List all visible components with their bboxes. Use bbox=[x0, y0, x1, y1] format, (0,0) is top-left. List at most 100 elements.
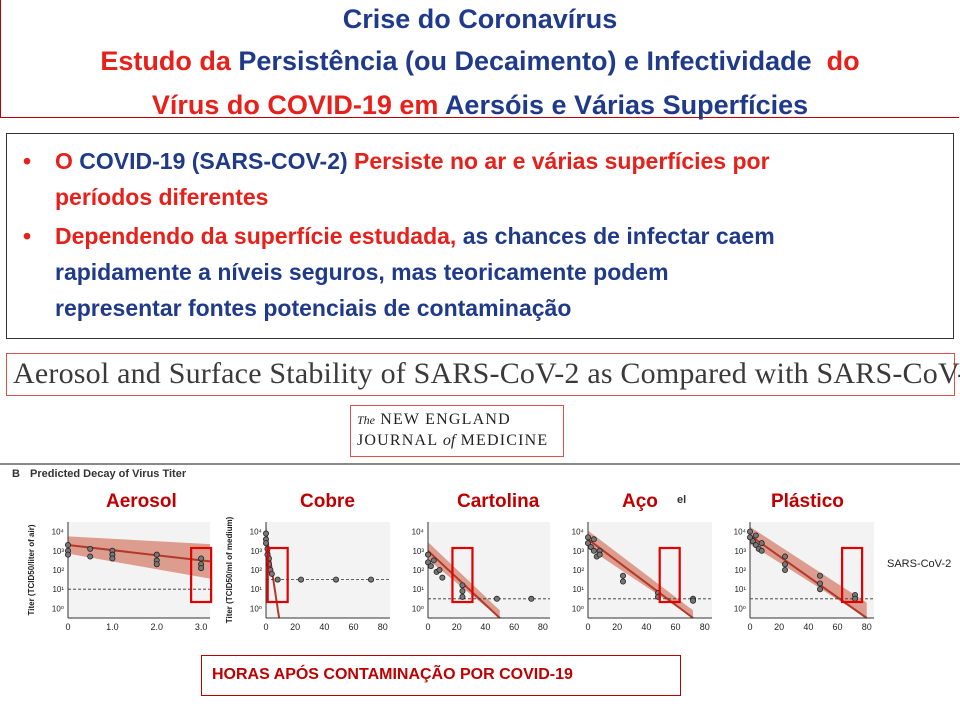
x-tick-label: 20 bbox=[290, 622, 300, 632]
decay-fit-line bbox=[587, 538, 694, 619]
x-tick-label: 0 bbox=[585, 622, 590, 632]
data-point bbox=[758, 547, 765, 554]
decay-fit-line bbox=[749, 534, 868, 619]
decay-band bbox=[750, 526, 867, 618]
data-point bbox=[87, 553, 94, 560]
slide-subtitle-line2: Vírus do COVID-19 em Aersóis e Várias Su… bbox=[151, 90, 809, 120]
data-point bbox=[752, 542, 759, 549]
data-point bbox=[747, 534, 754, 541]
x-tick-label: 80 bbox=[378, 622, 388, 632]
title-box bbox=[0, 0, 959, 118]
data-point bbox=[590, 536, 597, 543]
footer-caption: HORAS APÓS CONTAMINAÇÃO POR COVID-19 bbox=[212, 666, 573, 683]
highlight-box bbox=[658, 546, 681, 604]
data-point bbox=[620, 578, 627, 585]
x-tick-label: 20 bbox=[612, 622, 622, 632]
slide-title: Crise do Coronavírus bbox=[342, 4, 618, 34]
data-point bbox=[333, 576, 340, 583]
y-tick-label: 10³ bbox=[734, 547, 746, 556]
x-tick-label: 80 bbox=[700, 622, 710, 632]
bullet-dot-icon: • bbox=[23, 223, 32, 249]
y-tick-label: 10¹ bbox=[734, 585, 746, 594]
x-tick-label: 60 bbox=[509, 622, 519, 632]
x-tick-label: 2.0 bbox=[150, 622, 163, 632]
y-tick-label: 10³ bbox=[572, 547, 584, 556]
x-tick-label: 20 bbox=[452, 622, 462, 632]
data-point bbox=[852, 595, 859, 602]
bullet-box: • O COVID-19 (SARS-COV-2) Persiste no ar… bbox=[6, 133, 954, 339]
x-tick-label: 3.0 bbox=[195, 622, 208, 632]
data-point bbox=[436, 567, 443, 574]
y-tick-label: 10⁴ bbox=[734, 528, 747, 537]
figure-panel-header: B Predicted Decay of Virus Titer bbox=[0, 463, 960, 487]
x-tick-label: 80 bbox=[862, 622, 872, 632]
data-point bbox=[587, 543, 594, 550]
x-tick-label: 60 bbox=[671, 622, 681, 632]
data-point bbox=[153, 551, 160, 558]
y-tick-label: 10³ bbox=[250, 547, 262, 556]
data-point bbox=[459, 588, 466, 595]
slide-subtitle-line1: Estudo da Persistência (ou Decaimento) e… bbox=[100, 46, 860, 76]
x-tick-label: 40 bbox=[319, 622, 329, 632]
data-point bbox=[109, 555, 116, 562]
data-point bbox=[198, 565, 205, 572]
data-point bbox=[758, 540, 765, 547]
x-tick-label: 60 bbox=[349, 622, 359, 632]
y-tick-label: 10¹ bbox=[572, 585, 584, 594]
data-point bbox=[590, 547, 597, 554]
data-point bbox=[690, 597, 697, 604]
data-point bbox=[585, 540, 592, 547]
data-point bbox=[749, 538, 756, 545]
data-point bbox=[782, 553, 789, 560]
y-tick-label: 10¹ bbox=[412, 585, 424, 594]
y-tick-label: 10² bbox=[734, 566, 746, 575]
y-tick-label: 10⁴ bbox=[412, 528, 425, 537]
panel-letter: B bbox=[12, 468, 20, 480]
y-tick-label: 10² bbox=[250, 566, 262, 575]
data-point bbox=[620, 572, 627, 579]
panel-label-aerosol: Aerosol bbox=[106, 491, 177, 512]
data-point bbox=[198, 555, 205, 562]
y-tick-label: 10² bbox=[412, 566, 424, 575]
data-point bbox=[493, 595, 500, 602]
panel-fragment: el bbox=[677, 494, 687, 506]
data-point bbox=[65, 551, 72, 558]
y-tick-label: 10⁰ bbox=[250, 604, 262, 613]
x-tick-label: 0 bbox=[65, 622, 70, 632]
data-point bbox=[262, 530, 269, 537]
x-tick-label: 40 bbox=[480, 622, 490, 632]
data-point bbox=[424, 551, 431, 558]
x-tick-label: 0 bbox=[747, 622, 752, 632]
series-label: SARS-CoV-2 bbox=[887, 558, 952, 570]
y-tick-label: 10⁴ bbox=[250, 528, 263, 537]
data-point bbox=[782, 567, 789, 574]
y-tick-label: 10⁰ bbox=[572, 604, 584, 613]
y-tick-label: 10³ bbox=[52, 547, 64, 556]
x-tick-label: 0 bbox=[425, 622, 430, 632]
highlight-box bbox=[266, 546, 289, 604]
journal-logo: The NEW ENGLAND JOURNAL of MEDICINE bbox=[350, 405, 564, 457]
y-tick-label: 10⁴ bbox=[52, 528, 65, 537]
article-title-box: Aerosol and Surface Stability of SARS-Co… bbox=[6, 353, 960, 396]
y-tick-label: 10⁰ bbox=[52, 604, 64, 613]
data-point bbox=[817, 572, 824, 579]
y-tick-label: 10⁰ bbox=[734, 604, 746, 613]
data-point bbox=[528, 595, 535, 602]
data-point bbox=[87, 545, 94, 552]
panel-label-cobre: Cobre bbox=[300, 491, 355, 512]
panel-label-aco: Aço bbox=[622, 491, 658, 512]
data-point bbox=[298, 576, 305, 583]
data-point bbox=[752, 532, 759, 539]
footer-box: HORAS APÓS CONTAMINAÇÃO POR COVID-19 bbox=[201, 655, 681, 696]
data-point bbox=[430, 557, 437, 564]
x-tick-label: 80 bbox=[538, 622, 548, 632]
data-point bbox=[439, 574, 446, 581]
highlight-box bbox=[451, 546, 474, 604]
y-tick-label: 10² bbox=[52, 566, 64, 575]
y-tick-label: 10¹ bbox=[250, 585, 262, 594]
highlight-box bbox=[190, 546, 213, 604]
panel-label-plastico: Plástico bbox=[771, 491, 844, 512]
data-point bbox=[585, 534, 592, 541]
decay-band bbox=[588, 530, 694, 618]
